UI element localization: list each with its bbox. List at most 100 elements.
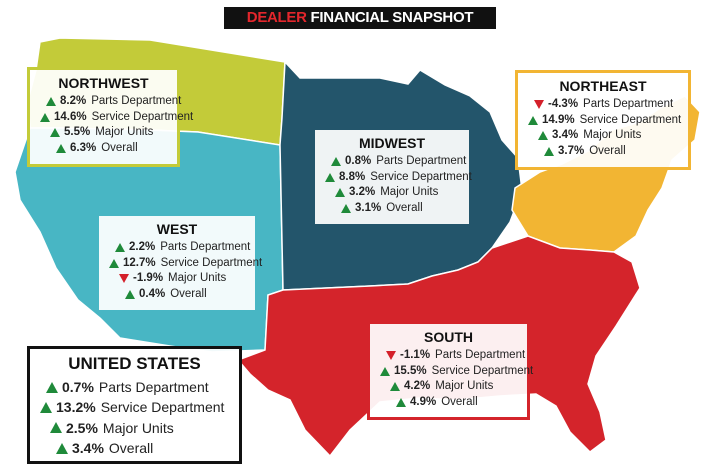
- region-box-midwest: MIDWEST 0.8% Parts Department 8.8% Service …: [312, 127, 472, 227]
- triangle-up-icon: [115, 243, 125, 253]
- stat-row: -4.3% Parts Department: [524, 97, 682, 113]
- stat-label: Parts Department: [91, 95, 182, 107]
- region-title: NORTHEAST: [559, 78, 647, 94]
- stat-label: Service Department: [370, 170, 472, 183]
- triangle-up-icon: [390, 382, 400, 392]
- stat-label: Parts Department: [435, 349, 526, 361]
- triangle-up-icon: [538, 131, 548, 141]
- stat-label: Major Units: [583, 129, 642, 142]
- stat-value: 2.5%: [66, 419, 98, 436]
- stat-list: 0.8% Parts Department 8.8% Service Departme…: [321, 154, 472, 217]
- stat-value: 6.3%: [70, 141, 97, 154]
- stat-value: 0.7%: [62, 379, 94, 395]
- stat-list: 0.7% Parts Department 13.2% Service Departm…: [36, 377, 233, 458]
- stat-row: 8.8% Service Department: [321, 170, 472, 186]
- triangle-down-icon: [534, 100, 544, 110]
- stat-row: 14.9% Service Department: [524, 113, 682, 129]
- stat-value: 4.9%: [410, 395, 437, 408]
- triangle-up-icon: [335, 188, 345, 198]
- stat-row: 6.3% Overall: [36, 141, 171, 157]
- stat-value: 14.9%: [542, 113, 575, 126]
- triangle-up-icon: [56, 143, 66, 153]
- stat-label: Parts Department: [98, 379, 209, 395]
- triangle-up-icon: [109, 258, 119, 268]
- stat-list: 2.2% Parts Department 12.7% Service Departm…: [105, 240, 262, 303]
- region-box-west: WEST 2.2% Parts Department 12.7% Service De…: [96, 213, 262, 313]
- stat-label: Service Department: [160, 256, 263, 269]
- stat-value: 15.5%: [394, 364, 427, 377]
- stat-label: Parts Department: [583, 98, 674, 110]
- stat-label: Overall: [386, 201, 423, 214]
- stat-list: 8.2% Parts Department 14.6% Service Departm…: [36, 94, 193, 157]
- triangle-up-icon: [50, 422, 62, 434]
- stat-label: Major Units: [168, 272, 227, 285]
- stat-value: -1.9%: [133, 272, 164, 285]
- stat-label: Major Units: [380, 186, 439, 199]
- stat-row: 2.5% Major Units: [36, 418, 233, 438]
- triangle-up-icon: [50, 128, 60, 138]
- triangle-up-icon: [46, 381, 58, 393]
- stat-value: 4.2%: [404, 380, 431, 393]
- stat-value: 2.2%: [129, 241, 156, 253]
- stat-label: Overall: [101, 141, 138, 154]
- stat-row: 13.2% Service Department: [36, 397, 233, 417]
- stat-row: 8.2% Parts Department: [36, 94, 181, 110]
- region-title: NORTHWEST: [58, 75, 149, 91]
- stat-label: Parts Department: [160, 241, 251, 253]
- stat-row: 0.8% Parts Department: [321, 154, 467, 170]
- stat-row: 3.4% Overall: [36, 438, 233, 458]
- triangle-up-icon: [125, 289, 135, 299]
- triangle-up-icon: [528, 115, 538, 125]
- stat-value: 8.2%: [60, 95, 87, 107]
- stat-row: 5.5% Major Units: [36, 125, 171, 141]
- region-title: SOUTH: [424, 329, 473, 345]
- stat-value: 14.6%: [54, 110, 87, 123]
- stat-row: 14.6% Service Department: [36, 110, 193, 126]
- region-title: UNITED STATES: [68, 354, 201, 373]
- stat-label: Major Units: [102, 419, 174, 436]
- stat-row: 0.4% Overall: [105, 287, 249, 303]
- stat-value: -1.1%: [400, 349, 431, 361]
- region-box-united-states: UNITED STATES 0.7% Parts Department 13.2% S…: [27, 346, 242, 464]
- stat-value: -4.3%: [548, 98, 579, 110]
- triangle-up-icon: [544, 146, 554, 156]
- triangle-up-icon: [396, 397, 406, 407]
- stat-label: Overall: [108, 439, 154, 456]
- stat-label: Service Department: [579, 113, 682, 126]
- region-title: MIDWEST: [358, 135, 426, 151]
- title-rest: FINANCIAL SNAPSHOT: [310, 9, 474, 26]
- region-box-south: SOUTH -1.1% Parts Department 15.5% Service …: [367, 321, 533, 420]
- stat-row: -1.1% Parts Department: [376, 348, 525, 364]
- stat-row: 2.2% Parts Department: [105, 240, 251, 256]
- stat-label: Service Department: [431, 364, 534, 377]
- stat-row: 3.1% Overall: [321, 201, 463, 217]
- triangle-up-icon: [40, 112, 50, 122]
- triangle-down-icon: [386, 351, 396, 361]
- stat-label: Major Units: [435, 380, 494, 393]
- triangle-up-icon: [341, 203, 351, 213]
- triangle-up-icon: [380, 366, 390, 376]
- stat-value: 8.8%: [339, 170, 366, 183]
- stat-value: 5.5%: [64, 126, 91, 139]
- triangle-up-icon: [46, 97, 56, 107]
- triangle-up-icon: [56, 442, 68, 454]
- triangle-up-icon: [331, 157, 341, 167]
- stat-label: Overall: [441, 395, 478, 408]
- stat-row: 3.2% Major Units: [321, 185, 463, 201]
- stat-row: 15.5% Service Department: [376, 364, 533, 380]
- stat-value: 3.7%: [558, 144, 585, 157]
- region-box-northwest: NORTHWEST 8.2% Parts Department 14.6% Servi…: [27, 67, 193, 167]
- stat-value: 12.7%: [123, 256, 156, 269]
- stat-label: Overall: [170, 287, 207, 300]
- region-box-northeast: NORTHEAST -4.3% Parts Department 14.9% Serv…: [515, 70, 691, 170]
- stat-label: Service Department: [91, 110, 194, 123]
- stat-row: 0.7% Parts Department: [36, 377, 233, 397]
- region-title: WEST: [156, 221, 198, 237]
- stat-value: 3.4%: [72, 439, 104, 456]
- stat-label: Overall: [589, 144, 626, 157]
- map-title: DEALER FINANCIAL SNAPSHOT: [224, 7, 496, 29]
- stat-label: Service Department: [100, 399, 225, 416]
- stat-row: 3.4% Major Units: [524, 128, 682, 144]
- stat-label: Parts Department: [376, 155, 467, 167]
- stat-row: 3.7% Overall: [524, 144, 682, 160]
